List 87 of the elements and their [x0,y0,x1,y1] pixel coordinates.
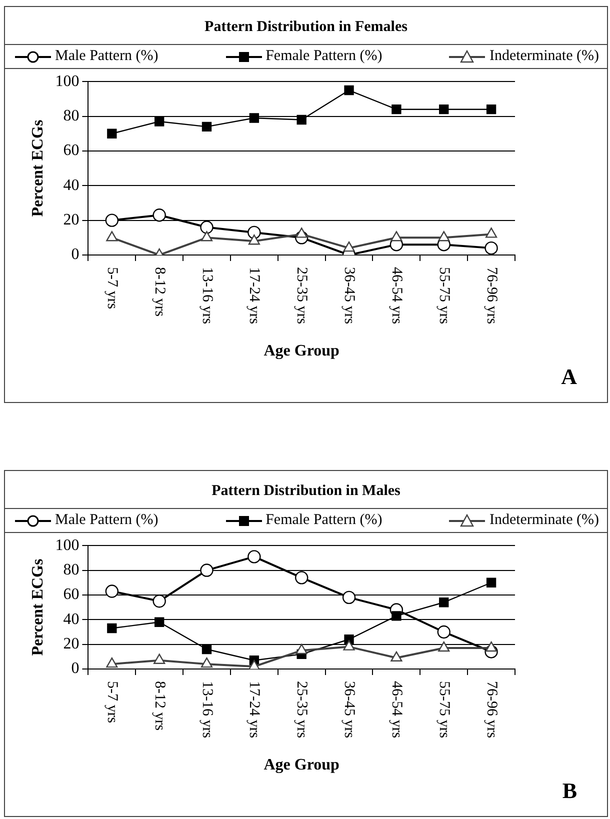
x-tick-label: 17-24 yrs [246,267,262,324]
point [154,654,166,664]
legend-label: Indeterminate (%) [488,48,599,65]
point [485,641,498,652]
y-axis-title: Percent ECGs [30,558,47,656]
point [106,657,118,668]
x-tick-label: 46-54 yrs [388,681,405,738]
point [296,644,308,654]
x-tick-label: 76-96 yrs [483,681,500,738]
point [200,657,213,668]
y-tick-label: 100 [55,536,80,554]
x-tick-label: 8-12 yrs [151,681,168,731]
x-tick-label: 46-54 yrs [388,267,405,324]
point [249,113,260,123]
y-tick-label: 80 [63,107,80,124]
x-tick-label: 5-7 yrs [104,267,120,310]
point [107,128,117,138]
y-tick-label: 0 [71,246,80,264]
y-tick-label: 60 [63,142,80,160]
legend-label: Indeterminate (%) [488,512,599,529]
point [296,114,306,125]
point [437,625,450,639]
x-tick-label: 25-35 yrs [294,267,310,324]
y-tick-label: 100 [55,72,80,90]
point [202,644,212,654]
text: A [561,364,577,390]
x-tick-label: 8-12 yrs [151,267,168,317]
point [107,623,117,634]
legend-label: Male Pattern (%) [54,512,158,529]
point [438,641,450,652]
point [486,104,496,114]
point [105,214,119,227]
point [152,208,166,222]
x-tick-label: 55-75 yrs [436,681,452,738]
x-tick-label: 36-45 yrs [341,681,358,738]
point [439,598,449,608]
point [200,564,214,577]
y-tick-label: 60 [63,586,80,604]
y-tick-label: 0 [71,660,80,678]
x-axis-title: Age Group [264,342,340,360]
point [248,550,261,564]
x-tick-label: 55-75 yrs [436,267,452,324]
point [248,660,260,669]
point [390,231,402,242]
point [154,617,164,627]
point [248,234,260,245]
x-tick-label: 13-16 yrs [198,267,215,324]
point [485,228,498,238]
point [344,85,354,96]
point [202,122,212,132]
chart-title: Pattern Distribution in Females [204,18,408,37]
y-tick-label: 80 [63,561,80,578]
x-tick-label: 13-16 yrs [198,681,215,738]
y-axis-title: Percent ECGs [30,120,47,217]
x-tick-label: 25-35 yrs [294,681,310,738]
point [154,116,164,126]
point [200,231,213,242]
y-tick-label: 40 [63,176,80,194]
x-axis-title: Age Group [264,756,340,774]
point [152,594,166,608]
x-tick-label: 5-7 yrs [104,681,120,724]
point [296,228,308,238]
y-tick-label: 40 [63,610,80,628]
point [392,104,402,114]
y-tick-label: 20 [63,212,80,229]
point [342,590,356,604]
point [105,584,119,598]
x-tick-label: 36-45 yrs [341,267,358,324]
text: B [562,778,577,804]
x-tick-label: 17-24 yrs [246,681,262,738]
legend-label: Female Pattern (%) [264,48,382,65]
point [439,104,449,114]
legend-label: Male Pattern (%) [54,48,158,65]
point [106,231,118,242]
point [390,651,402,662]
y-tick-label: 20 [63,636,80,653]
point [484,241,498,255]
legend-label: Female Pattern (%) [264,512,382,529]
point [200,220,214,234]
x-tick-label: 76-96 yrs [483,267,500,324]
point [486,578,496,588]
chart-title: Pattern Distribution in Males [210,482,402,501]
point [343,241,355,252]
point [295,571,308,584]
point [392,611,402,621]
point [438,231,450,242]
point [343,640,355,650]
